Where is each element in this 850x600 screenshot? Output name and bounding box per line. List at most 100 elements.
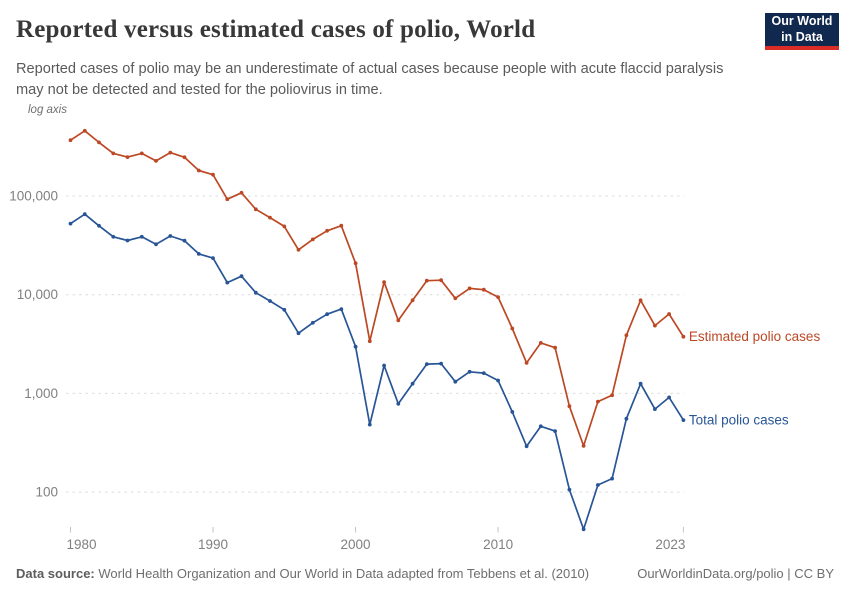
data-point-estimated[interactable] (182, 155, 187, 160)
data-point-estimated[interactable] (653, 323, 657, 328)
data-point-estimated[interactable] (610, 393, 614, 398)
y-tick-label: 1,000 (24, 386, 58, 401)
data-point-estimated[interactable] (453, 296, 458, 301)
data-point-estimated[interactable] (367, 339, 372, 344)
data-point-total[interactable] (225, 280, 230, 285)
owid-logo[interactable]: Our World in Data (765, 13, 839, 50)
data-point-estimated[interactable] (624, 333, 629, 338)
data-point-estimated[interactable] (282, 224, 287, 229)
data-point-total[interactable] (481, 371, 486, 375)
data-point-total[interactable] (296, 331, 301, 336)
data-point-total[interactable] (638, 381, 643, 386)
data-source-text: World Health Organization and Our World … (94, 566, 590, 581)
data-point-total[interactable] (667, 395, 671, 400)
data-point-total[interactable] (524, 444, 529, 449)
data-point-estimated[interactable] (510, 326, 515, 331)
data-point-estimated[interactable] (496, 295, 500, 299)
data-point-estimated[interactable] (196, 168, 201, 173)
series-label-estimated[interactable]: Estimated polio cases (689, 329, 821, 344)
data-point-estimated[interactable] (68, 138, 73, 143)
data-point-total[interactable] (567, 487, 572, 492)
data-point-estimated[interactable] (596, 399, 600, 404)
data-point-total[interactable] (196, 252, 201, 256)
data-point-estimated[interactable] (353, 261, 358, 266)
data-point-estimated[interactable] (111, 151, 116, 156)
data-point-total[interactable] (253, 290, 258, 295)
data-point-total[interactable] (211, 256, 215, 260)
data-point-estimated[interactable] (239, 190, 244, 195)
data-point-total[interactable] (367, 422, 372, 427)
data-point-total[interactable] (581, 527, 586, 532)
data-point-total[interactable] (653, 407, 657, 411)
data-point-estimated[interactable] (154, 159, 158, 163)
data-point-total[interactable] (453, 379, 458, 384)
series-label-total[interactable]: Total polio cases (689, 413, 789, 428)
estimated-polio-line[interactable] (69, 129, 685, 447)
data-point-estimated[interactable] (325, 228, 329, 233)
data-point-total[interactable] (681, 418, 686, 422)
data-point-total[interactable] (82, 212, 87, 217)
data-point-total[interactable] (310, 320, 315, 325)
data-point-estimated[interactable] (667, 312, 671, 316)
data-point-total[interactable] (467, 369, 472, 374)
data-point-total[interactable] (353, 344, 358, 349)
data-point-estimated[interactable] (681, 334, 686, 339)
data-point-estimated[interactable] (339, 223, 344, 228)
data-point-total[interactable] (325, 312, 329, 317)
data-point-total[interactable] (553, 429, 557, 433)
data-point-estimated[interactable] (524, 361, 529, 365)
data-point-total[interactable] (410, 381, 415, 386)
data-point-total[interactable] (125, 238, 130, 243)
data-point-total[interactable] (538, 424, 543, 429)
data-point-estimated[interactable] (396, 318, 401, 323)
data-point-total[interactable] (111, 234, 116, 239)
data-point-estimated[interactable] (467, 286, 472, 291)
data-point-estimated[interactable] (410, 298, 415, 303)
data-point-estimated[interactable] (82, 128, 87, 133)
data-point-total[interactable] (154, 242, 158, 247)
data-point-total[interactable] (139, 234, 144, 239)
data-point-estimated[interactable] (481, 287, 486, 292)
data-point-estimated[interactable] (211, 172, 215, 177)
data-point-total[interactable] (68, 221, 73, 226)
data-point-total[interactable] (339, 307, 344, 311)
data-point-estimated[interactable] (439, 278, 443, 283)
data-point-total[interactable] (239, 274, 244, 279)
data-point-estimated[interactable] (553, 345, 557, 350)
data-point-estimated[interactable] (424, 278, 429, 283)
data-point-estimated[interactable] (296, 247, 301, 252)
data-point-estimated[interactable] (581, 444, 586, 448)
data-point-total[interactable] (496, 378, 500, 383)
data-point-total[interactable] (282, 307, 287, 312)
data-point-total[interactable] (424, 362, 429, 366)
data-source-note: Data source: World Health Organization a… (16, 566, 589, 581)
data-point-estimated[interactable] (97, 140, 101, 145)
data-point-estimated[interactable] (567, 404, 572, 409)
data-point-total[interactable] (382, 363, 386, 368)
data-point-estimated[interactable] (268, 215, 272, 220)
data-point-total[interactable] (596, 483, 600, 487)
data-point-estimated[interactable] (253, 207, 258, 212)
total-polio-line[interactable] (69, 213, 685, 531)
data-point-estimated[interactable] (310, 237, 315, 242)
data-point-estimated[interactable] (538, 341, 543, 345)
data-point-estimated[interactable] (382, 280, 386, 284)
data-point-estimated[interactable] (225, 197, 230, 202)
data-point-total[interactable] (97, 223, 101, 228)
data-point-total[interactable] (439, 361, 443, 366)
data-point-total[interactable] (610, 476, 614, 481)
data-point-total[interactable] (396, 401, 401, 406)
data-point-estimated[interactable] (125, 155, 130, 160)
data-point-total[interactable] (510, 410, 515, 414)
data-point-total[interactable] (624, 416, 629, 421)
data-point-total[interactable] (182, 238, 187, 243)
data-point-total[interactable] (168, 234, 173, 238)
data-point-estimated[interactable] (139, 151, 144, 156)
data-point-estimated[interactable] (168, 150, 173, 155)
x-tick-label: 2023 (655, 537, 685, 552)
data-point-estimated[interactable] (638, 298, 643, 303)
chart-subtitle-line2: may not be detected and tested for the p… (16, 81, 383, 98)
license-link[interactable]: OurWorldinData.org/polio | CC BY (637, 566, 834, 581)
data-point-total[interactable] (268, 299, 272, 303)
